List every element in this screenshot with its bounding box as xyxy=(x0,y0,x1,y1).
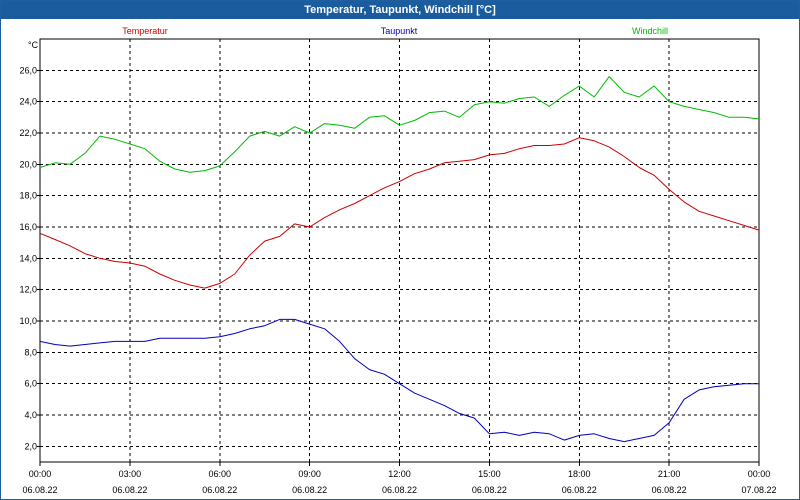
x-tick-date-label: 06.08.22 xyxy=(112,485,147,495)
y-tick-label: 18,0 xyxy=(19,191,37,201)
x-tick-date-label: 06.08.22 xyxy=(202,485,237,495)
x-tick-date-label: 06.08.22 xyxy=(292,485,327,495)
window-title: Temperatur, Taupunkt, Windchill [°C] xyxy=(1,1,799,19)
axes: 2,0 4,0 6,0 8,0 10,0 12,0 14,0 16,0 18,0 20,0 22,0… xyxy=(19,38,777,495)
x-tick-date-label: 06.08.22 xyxy=(382,485,417,495)
legend: Temperatur Taupunkt Windchill xyxy=(122,26,668,36)
x-tick-date-label: 06.08.22 xyxy=(652,485,687,495)
x-tick-time-label: 06:00 xyxy=(208,469,231,479)
series-line-windchill xyxy=(39,76,760,173)
y-tick-label: 10,0 xyxy=(19,316,37,326)
x-tick-time-label: 09:00 xyxy=(298,469,321,479)
x-tick-date-label: 06.08.22 xyxy=(22,485,57,495)
series-line-temperatur xyxy=(39,137,760,289)
y-tick-label: 20,0 xyxy=(19,159,37,169)
chart: 2,0 4,0 6,0 8,0 10,0 12,0 14,0 16,0 18,0 20,0 22,0… xyxy=(19,26,777,495)
series-line-taupunkt xyxy=(39,318,759,443)
x-tick-date-label: 07.08.22 xyxy=(741,485,776,495)
x-tick-time-label: 03:00 xyxy=(119,469,142,479)
x-tick-time-label: 18:00 xyxy=(568,469,591,479)
x-tick-time-label: 00:00 xyxy=(748,469,771,479)
series-lines xyxy=(39,76,760,443)
x-tick-time-label: 15:00 xyxy=(478,469,501,479)
legend-entry-windchill: Windchill xyxy=(632,26,668,36)
y-tick-label: 8,0 xyxy=(24,347,37,357)
x-tick-date-label: 06.08.22 xyxy=(562,485,597,495)
x-tick-time-label: 00:00 xyxy=(29,469,52,479)
y-tick-label: 4,0 xyxy=(24,410,37,420)
grid xyxy=(40,39,759,462)
y-tick-label: 12,0 xyxy=(19,285,37,295)
legend-entry-temperatur: Temperatur xyxy=(122,26,168,36)
legend-entry-taupunkt: Taupunkt xyxy=(381,26,418,36)
y-tick-label: 6,0 xyxy=(24,379,37,389)
y-tick-label: 2,0 xyxy=(24,441,37,451)
y-tick-label: 26,0 xyxy=(19,65,37,75)
x-tick-date-label: 06.08.22 xyxy=(472,485,507,495)
y-tick-label: 22,0 xyxy=(19,128,37,138)
y-axis-label: °C xyxy=(28,40,39,50)
x-tick-time-label: 12:00 xyxy=(388,469,411,479)
y-tick-label: 16,0 xyxy=(19,222,37,232)
y-tick-label: 24,0 xyxy=(19,97,37,107)
y-tick-label: 14,0 xyxy=(19,253,37,263)
x-tick-time-label: 21:00 xyxy=(658,469,681,479)
